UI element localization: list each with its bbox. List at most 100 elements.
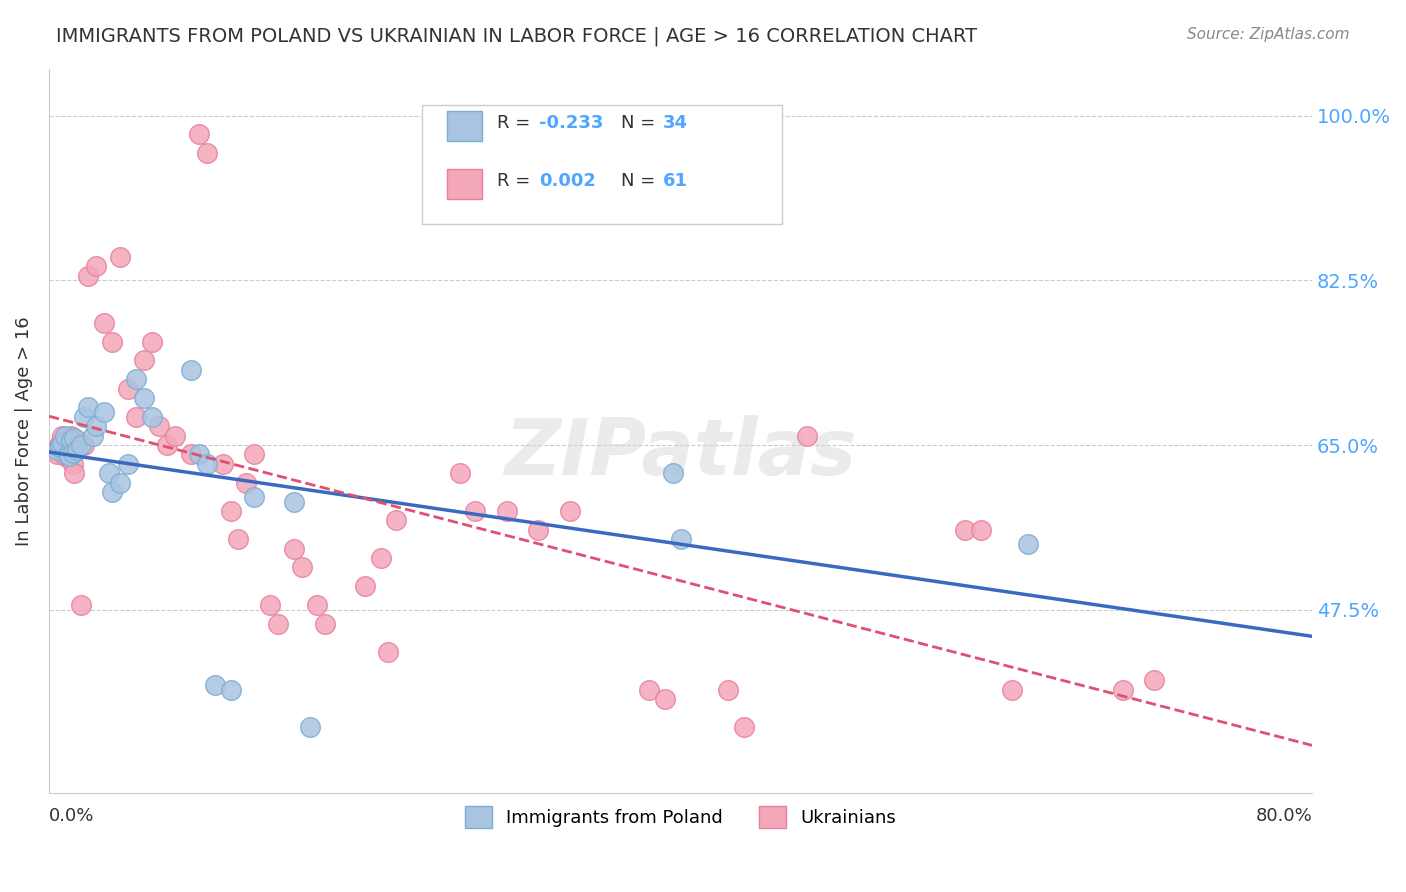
Point xyxy=(141,409,163,424)
Point xyxy=(51,436,73,450)
Point xyxy=(117,382,139,396)
Point xyxy=(45,442,67,457)
Text: N =: N = xyxy=(621,172,661,190)
Point xyxy=(669,532,692,546)
Point xyxy=(211,457,233,471)
Point xyxy=(55,434,77,448)
Point xyxy=(49,436,72,450)
Point xyxy=(73,409,96,424)
Point xyxy=(98,467,121,481)
Point xyxy=(558,504,581,518)
Point xyxy=(464,504,486,518)
Point xyxy=(180,447,202,461)
Point xyxy=(93,405,115,419)
Point xyxy=(69,438,91,452)
Point xyxy=(125,409,148,424)
Point xyxy=(141,334,163,349)
Point xyxy=(101,334,124,349)
Point xyxy=(267,616,290,631)
Point xyxy=(188,447,211,461)
Point xyxy=(733,721,755,735)
Point xyxy=(65,440,87,454)
Point xyxy=(63,467,86,481)
Point xyxy=(283,541,305,556)
Text: 80.0%: 80.0% xyxy=(1256,807,1312,825)
FancyBboxPatch shape xyxy=(447,169,482,199)
Point xyxy=(77,268,100,283)
Point xyxy=(353,579,375,593)
Point xyxy=(291,560,314,574)
Point xyxy=(385,513,408,527)
Point xyxy=(58,451,80,466)
Point xyxy=(180,363,202,377)
Text: 61: 61 xyxy=(662,172,688,190)
Y-axis label: In Labor Force | Age > 16: In Labor Force | Age > 16 xyxy=(15,316,32,546)
Text: R =: R = xyxy=(498,172,537,190)
Point xyxy=(48,440,70,454)
Point xyxy=(108,475,131,490)
Point xyxy=(63,430,86,444)
Point xyxy=(717,682,740,697)
Point xyxy=(953,523,976,537)
Point xyxy=(654,692,676,706)
Legend: Immigrants from Poland, Ukrainians: Immigrants from Poland, Ukrainians xyxy=(457,798,904,835)
Point xyxy=(56,442,79,457)
FancyBboxPatch shape xyxy=(447,111,482,141)
Point xyxy=(60,434,83,448)
Point xyxy=(1143,673,1166,688)
Point xyxy=(86,419,108,434)
Point xyxy=(496,504,519,518)
Point xyxy=(228,532,250,546)
FancyBboxPatch shape xyxy=(422,104,782,225)
Point xyxy=(969,523,991,537)
Point xyxy=(132,391,155,405)
Point xyxy=(195,146,218,161)
Point xyxy=(314,616,336,631)
Point xyxy=(73,438,96,452)
Point xyxy=(60,428,83,442)
Point xyxy=(243,490,266,504)
Point xyxy=(101,485,124,500)
Point xyxy=(298,721,321,735)
Text: -0.233: -0.233 xyxy=(538,114,603,132)
Point xyxy=(307,598,329,612)
Point xyxy=(86,259,108,273)
Point xyxy=(1017,537,1039,551)
Point xyxy=(49,440,72,454)
Point xyxy=(527,523,550,537)
Point xyxy=(219,504,242,518)
Text: 0.0%: 0.0% xyxy=(49,807,94,825)
Point xyxy=(148,419,170,434)
Point xyxy=(117,457,139,471)
Point xyxy=(66,434,89,448)
Point xyxy=(165,428,187,442)
Text: ZIPatlas: ZIPatlas xyxy=(505,415,856,491)
Text: R =: R = xyxy=(498,114,537,132)
Point xyxy=(93,316,115,330)
Point xyxy=(219,682,242,697)
Point xyxy=(51,428,73,442)
Point xyxy=(132,353,155,368)
Point xyxy=(259,598,281,612)
Point xyxy=(195,457,218,471)
Point xyxy=(69,598,91,612)
Text: 0.002: 0.002 xyxy=(538,172,596,190)
Point xyxy=(283,494,305,508)
Point xyxy=(56,447,79,461)
Point xyxy=(661,467,683,481)
Point xyxy=(108,250,131,264)
Point xyxy=(796,428,818,442)
Point xyxy=(638,682,661,697)
Point xyxy=(77,401,100,415)
Point xyxy=(204,678,226,692)
Point xyxy=(58,450,80,464)
Point xyxy=(125,372,148,386)
Point xyxy=(52,445,75,459)
Text: 34: 34 xyxy=(662,114,688,132)
Point xyxy=(235,475,257,490)
Point xyxy=(66,442,89,457)
Point xyxy=(188,128,211,142)
Point xyxy=(45,447,67,461)
Text: IMMIGRANTS FROM POLAND VS UKRAINIAN IN LABOR FORCE | AGE > 16 CORRELATION CHART: IMMIGRANTS FROM POLAND VS UKRAINIAN IN L… xyxy=(56,27,977,46)
Point xyxy=(1001,682,1024,697)
